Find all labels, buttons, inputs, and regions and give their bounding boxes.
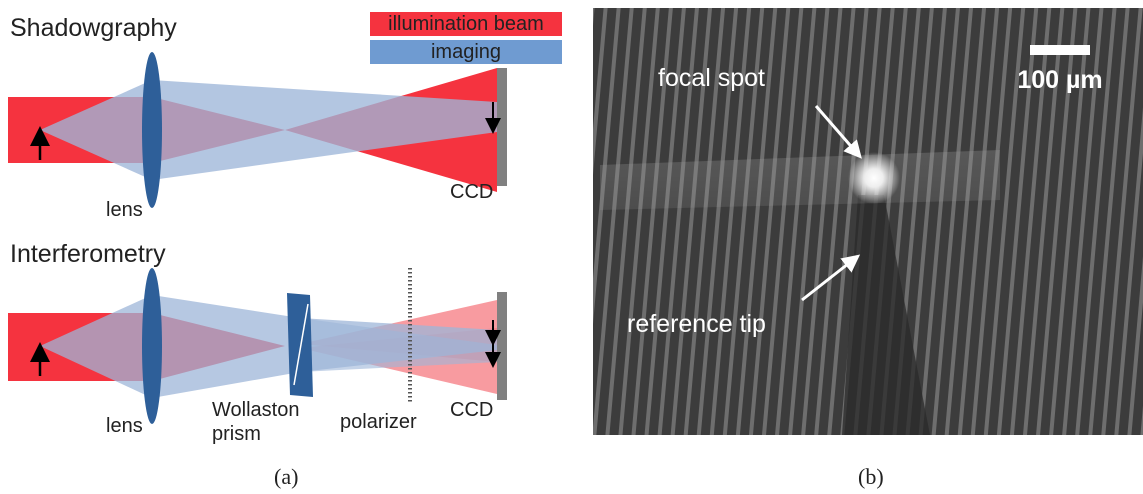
caption: (a): [274, 464, 298, 489]
caption: (b): [858, 464, 884, 489]
legend: illumination beam imaging: [370, 12, 562, 64]
prism-label: Wollaston: [212, 399, 299, 421]
title: Shadowgraphy: [10, 14, 177, 42]
title: Interferometry: [10, 240, 166, 268]
scale-bar: [1030, 45, 1090, 55]
wollaston-prism: [287, 293, 313, 397]
polarizer-label: polarizer: [340, 411, 417, 433]
focal-spot-label: focal spot: [658, 64, 765, 92]
figure: Shadowgraphy lens CCD illumination beam …: [0, 0, 1143, 494]
legend-label: imaging: [431, 41, 501, 63]
ccd: [497, 68, 507, 186]
lens: [142, 52, 162, 208]
lens-label: lens: [106, 199, 143, 221]
lens-label: lens: [106, 415, 143, 437]
reference-tip-label: reference tip: [627, 310, 766, 338]
prism-label: prism: [212, 423, 261, 445]
scale-bar-label: 100 µm: [1017, 66, 1102, 94]
ccd-label: CCD: [450, 399, 493, 421]
interferometry-diagram: Interferometry lens Wollaston prism pola…: [8, 240, 507, 445]
lens: [142, 268, 162, 424]
interferogram: 100 µm focal spot reference tip: [593, 8, 1143, 435]
ccd: [497, 292, 507, 400]
legend-label: illumination beam: [388, 13, 544, 35]
focal-spot: [848, 152, 900, 204]
ccd-label: CCD: [450, 181, 493, 203]
